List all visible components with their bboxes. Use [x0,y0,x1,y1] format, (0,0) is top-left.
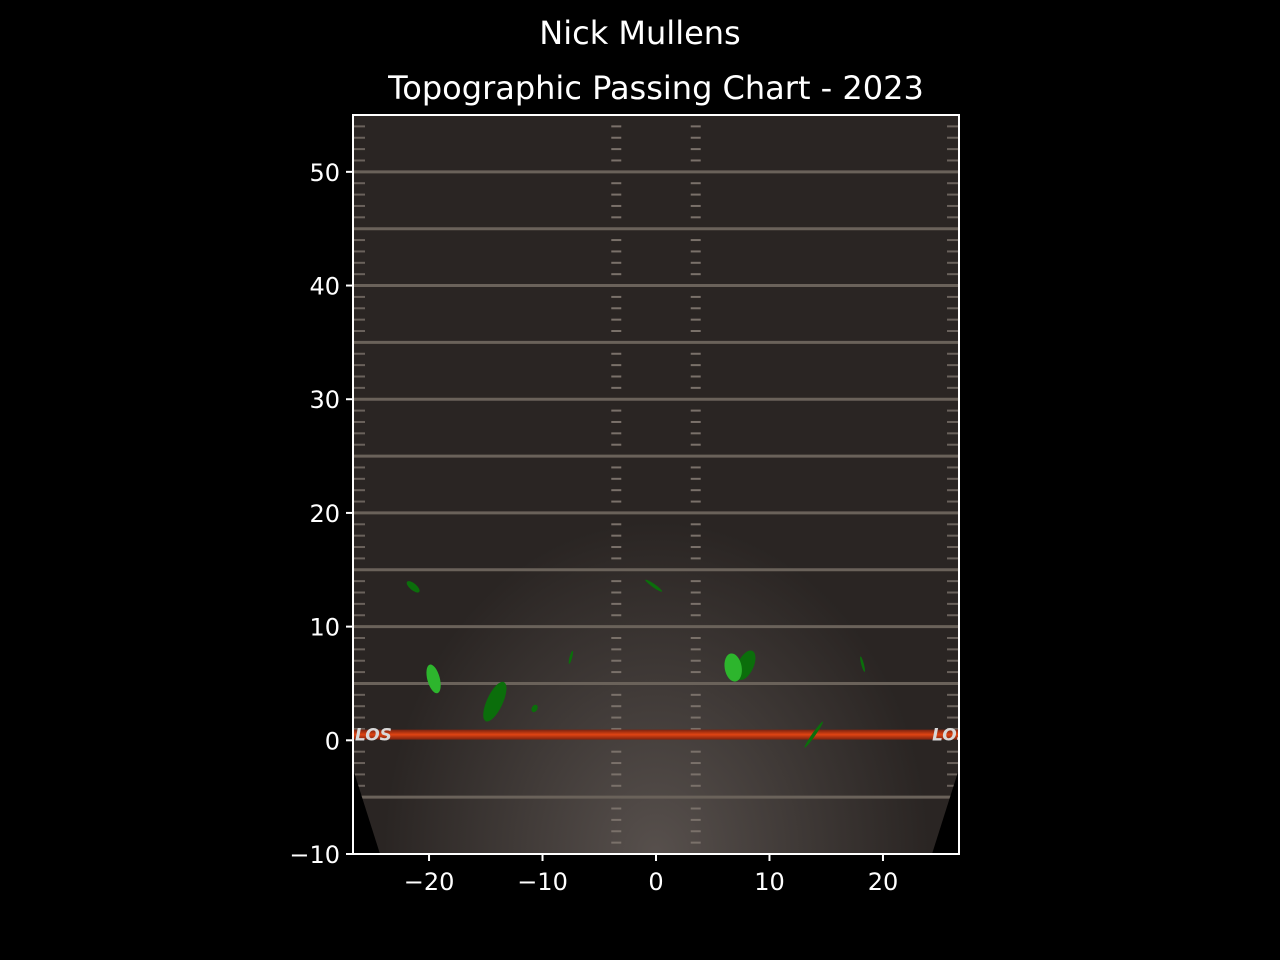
y-tick-label: 30 [309,386,340,414]
los-label-right: LOS [932,726,969,746]
y-tick-label: 50 [309,159,340,187]
x-tick-label: 20 [868,868,899,896]
density-region-dark [568,650,574,664]
football-field: LOS LOS [353,115,969,854]
density-region-dark [645,579,663,592]
y-tick-label: 40 [309,273,340,301]
field-markings: LOS LOS [353,125,969,844]
density-region-light [724,653,742,682]
density-region-dark [804,721,823,748]
x-tick-label: −10 [517,868,568,896]
y-tick-label: −10 [289,841,340,869]
density-region-dark [483,681,507,722]
density-region-dark [406,581,420,593]
line-of-scrimmage [353,729,959,740]
y-tick-label: 0 [325,727,340,755]
player-name-title: Nick Mullens [539,14,740,52]
turf-glow [353,115,959,854]
pass-density-regions [406,579,865,748]
x-tick-label: 10 [754,868,785,896]
x-axis: −20 −10 0 10 20 [404,854,899,896]
x-tick-label: −20 [404,868,455,896]
right-edge-shadow [932,768,959,854]
y-axis: −10 0 10 20 30 40 50 [289,159,353,869]
left-edge-shadow [353,768,380,854]
density-region-dark [860,656,865,672]
density-region-light [426,664,441,694]
los-label-left: LOS [355,726,392,746]
x-tick-label: 0 [648,868,663,896]
density-region-dark [531,704,538,713]
y-tick-label: 20 [309,500,340,528]
y-tick-label: 10 [309,614,340,642]
chart-title: Topographic Passing Chart - 2023 [387,69,924,107]
